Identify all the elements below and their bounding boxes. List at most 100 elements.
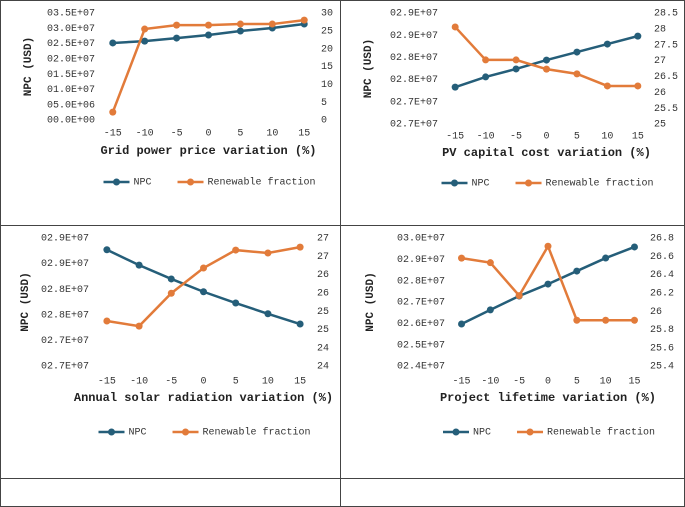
legend-marker	[452, 428, 460, 436]
x-tick-label: -10	[136, 129, 154, 140]
legend-label: Renewable fraction	[547, 427, 655, 439]
legend-label: NPC	[134, 178, 152, 189]
data-point	[602, 316, 610, 324]
y2-tick-label: 10	[321, 80, 333, 91]
y-tick-label: 02.5E+07	[397, 340, 445, 351]
x-tick-label: 5	[233, 377, 239, 388]
chart: 02.7E+07 02.7E+07 02.8E+07 02.8E+07 02.9E+07…	[363, 9, 678, 190]
data-point	[482, 56, 490, 64]
data-point	[141, 37, 149, 45]
y-tick-label: 02.8E+07	[390, 53, 438, 64]
data-point	[296, 243, 304, 251]
data-point	[573, 267, 581, 275]
y-axis-label: NPC (USD)	[20, 272, 32, 331]
data-point	[512, 65, 520, 73]
data-point	[200, 288, 207, 296]
data-point	[544, 242, 552, 250]
y2-tick-label: 26.8	[650, 234, 674, 245]
x-tick-label: 10	[262, 377, 274, 388]
x-tick-label: 10	[600, 377, 612, 388]
data-point	[603, 40, 611, 48]
y2-tick-label: 28	[654, 24, 666, 35]
y2-tick-label: 25	[321, 26, 333, 37]
x-tick-label: -10	[477, 132, 495, 143]
y2-tick-label: 24	[317, 343, 329, 354]
legend-label: NPC	[472, 179, 490, 190]
y2-tick-label: 26	[650, 307, 662, 318]
data-point	[544, 280, 552, 288]
data-point	[109, 39, 117, 47]
data-point	[109, 108, 117, 116]
y-tick-label: 02.8E+07	[41, 285, 89, 296]
x-tick-label: 5	[574, 377, 580, 388]
legend-marker	[108, 428, 115, 436]
legend-label: NPC	[129, 428, 147, 439]
data-point	[205, 31, 212, 39]
x-tick-label: 0	[205, 129, 211, 140]
y-tick-label: 05.0E+06	[47, 100, 95, 111]
legend-marker	[526, 428, 534, 436]
x-tick-label: 10	[601, 132, 613, 143]
x-tick-label: -10	[481, 377, 499, 388]
data-point	[482, 73, 490, 81]
y-tick-label: 01.5E+07	[47, 70, 95, 81]
data-point	[232, 299, 240, 307]
y2-tick-label: 25.4	[650, 362, 674, 373]
y2-tick-label: 5	[321, 98, 327, 109]
data-point	[630, 316, 638, 324]
data-point	[232, 246, 240, 254]
legend-marker	[525, 179, 533, 187]
y-tick-label: 03.0E+07	[47, 24, 95, 35]
y2-tick-label: 26	[654, 88, 666, 99]
data-point	[458, 254, 466, 262]
x-tick-label: -5	[513, 377, 525, 388]
y-tick-label: 03.5E+07	[47, 9, 95, 20]
legend-label: Renewable fraction	[203, 427, 311, 439]
data-point	[515, 292, 523, 300]
y2-tick-label: 27.5	[654, 40, 678, 51]
x-tick-label: 15	[632, 132, 644, 143]
data-point	[458, 320, 466, 328]
legend-marker	[113, 178, 120, 186]
data-point	[141, 25, 149, 33]
y2-tick-label: 25	[317, 307, 329, 318]
data-point	[543, 56, 550, 64]
y-tick-label: 02.7E+07	[41, 336, 89, 347]
x-tick-label: -15	[453, 377, 471, 388]
y2-tick-label: 27	[317, 252, 329, 263]
x-tick-label: -15	[98, 377, 116, 388]
data-point	[630, 243, 638, 251]
y2-tick-label: 26.4	[650, 270, 674, 281]
y-axis-label: NPC (USD)	[365, 272, 377, 331]
data-point	[602, 254, 610, 262]
chart: 02.7E+07 02.7E+07 02.8E+07 02.8E+07 02.9E+07…	[20, 234, 333, 439]
y-axis-label: NPC (USD)	[363, 39, 375, 98]
data-point	[167, 275, 175, 283]
y-tick-label: 02.9E+07	[397, 255, 445, 266]
legend-marker	[451, 179, 458, 187]
x-tick-label: 15	[628, 377, 640, 388]
data-point	[135, 261, 143, 269]
y2-tick-label: 25	[654, 120, 666, 131]
x-tick-label: -10	[130, 377, 148, 388]
y2-tick-label: 25.5	[654, 104, 678, 115]
y-tick-label: 02.9E+07	[390, 31, 438, 42]
x-tick-label: -15	[446, 132, 464, 143]
y-tick-label: 02.0E+07	[47, 54, 95, 65]
y-tick-label: 02.8E+07	[390, 75, 438, 86]
y2-tick-label: 26.5	[654, 72, 678, 83]
y2-tick-label: 26	[317, 270, 329, 281]
data-point	[296, 320, 304, 328]
y-tick-label: 02.6E+07	[397, 319, 445, 330]
x-tick-label: -5	[165, 377, 177, 388]
data-point	[634, 82, 642, 90]
data-point	[264, 249, 272, 257]
y2-tick-label: 25.8	[650, 325, 674, 336]
x-tick-label: 15	[294, 377, 306, 388]
y-tick-label: 03.0E+07	[397, 234, 445, 245]
y-tick-label: 02.7E+07	[41, 362, 89, 373]
x-tick-label: 0	[545, 377, 551, 388]
legend-label: NPC	[473, 428, 491, 439]
legend-label: Renewable fraction	[546, 178, 654, 190]
data-point	[486, 306, 494, 314]
